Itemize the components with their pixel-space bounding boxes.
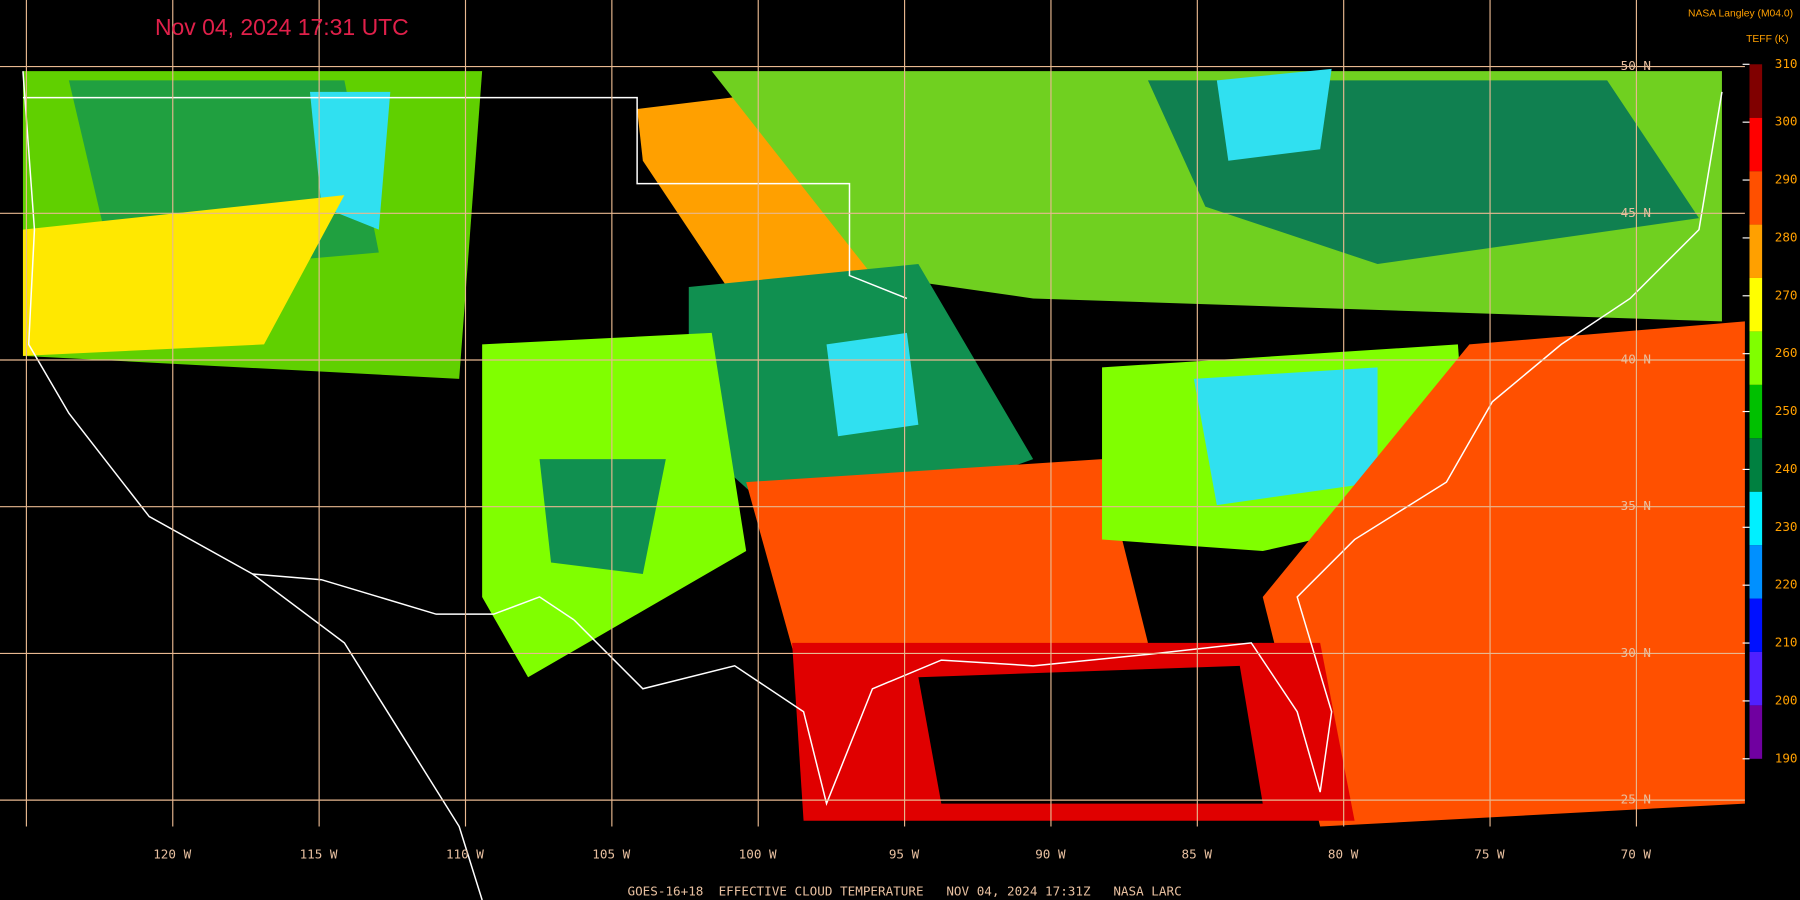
colorbar-segment bbox=[1749, 64, 1763, 118]
border-line bbox=[22, 96, 908, 300]
colorbar-segment bbox=[1749, 171, 1763, 225]
colorbar-segment bbox=[1749, 491, 1763, 546]
units-label: TEFF (K) bbox=[1746, 34, 1788, 45]
source-label: NASA Langley (M04.0) bbox=[1688, 9, 1793, 20]
longitude-label: 75 W bbox=[1474, 847, 1505, 862]
colorbar-tick-label: 290 bbox=[1775, 172, 1798, 187]
colorbar-segment bbox=[1749, 384, 1763, 439]
colorbar-tick-label: 250 bbox=[1775, 403, 1798, 418]
longitude-label: 105 W bbox=[592, 847, 630, 862]
longitude-label: 85 W bbox=[1182, 847, 1213, 862]
colorbar-segment bbox=[1749, 651, 1763, 706]
colorbar-tick-label: 210 bbox=[1775, 635, 1798, 650]
colorbar-segment bbox=[1749, 545, 1763, 599]
cloud-field bbox=[22, 68, 1745, 827]
longitude-label: 80 W bbox=[1328, 847, 1359, 862]
colorbar-tick-label: 190 bbox=[1775, 750, 1798, 765]
coastline bbox=[22, 71, 483, 900]
colorbar-tick-label: 270 bbox=[1775, 287, 1798, 302]
borders bbox=[22, 71, 1723, 900]
colorbar-tick-label: 300 bbox=[1775, 114, 1798, 129]
footer: GOES-16+18 EFFECTIVE CLOUD TEMPERATURE N… bbox=[627, 883, 1181, 898]
longitude-label: 115 W bbox=[300, 847, 338, 862]
colorbar-segment bbox=[1749, 438, 1763, 492]
colorbar-tick-label: 310 bbox=[1775, 56, 1798, 71]
longitude-label: 120 W bbox=[153, 847, 191, 862]
colorbar-segment bbox=[1749, 117, 1763, 172]
colorbar-segment bbox=[1749, 705, 1763, 759]
colorbar-segment bbox=[1749, 277, 1763, 332]
colorbar-tick-label: 230 bbox=[1775, 519, 1798, 534]
longitude-label: 95 W bbox=[889, 847, 920, 862]
colorbar-segment bbox=[1749, 331, 1763, 385]
colorbar-tick-label: 260 bbox=[1775, 345, 1798, 360]
colorbar-segment bbox=[1749, 224, 1763, 278]
colorbar-tick-label: 280 bbox=[1775, 229, 1798, 244]
colorbar-segment bbox=[1749, 598, 1763, 652]
timestamp: Nov 04, 2024 17:31 UTC bbox=[155, 14, 409, 40]
longitude-label: 70 W bbox=[1621, 847, 1652, 862]
colorbar: 310 300 290 280 270 260 250 240 230 220 210 200 190 bbox=[1742, 56, 1798, 765]
colorbar-tick-label: 200 bbox=[1775, 692, 1798, 707]
longitude-label: 100 W bbox=[739, 847, 777, 862]
coastline bbox=[573, 91, 1723, 806]
longitude-label: 110 W bbox=[446, 847, 484, 862]
longitude-label: 90 W bbox=[1035, 847, 1066, 862]
colorbar-tick-label: 240 bbox=[1775, 461, 1798, 476]
colorbar-tick-label: 220 bbox=[1775, 577, 1798, 592]
